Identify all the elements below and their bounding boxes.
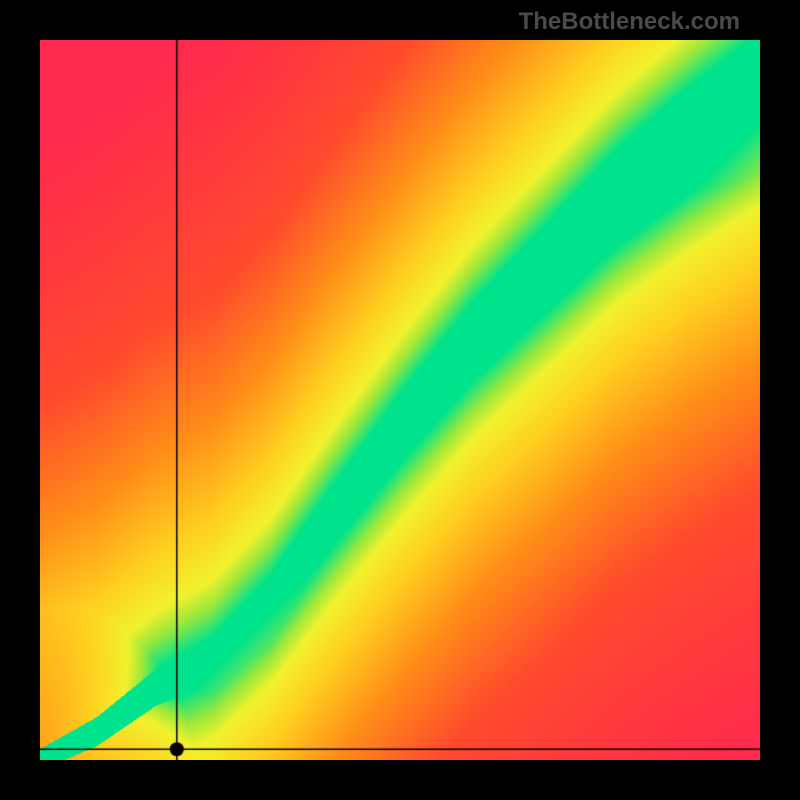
- chart-container: TheBottleneck.com: [0, 0, 800, 800]
- watermark-text: TheBottleneck.com: [519, 8, 740, 36]
- bottleneck-heatmap: [40, 40, 760, 760]
